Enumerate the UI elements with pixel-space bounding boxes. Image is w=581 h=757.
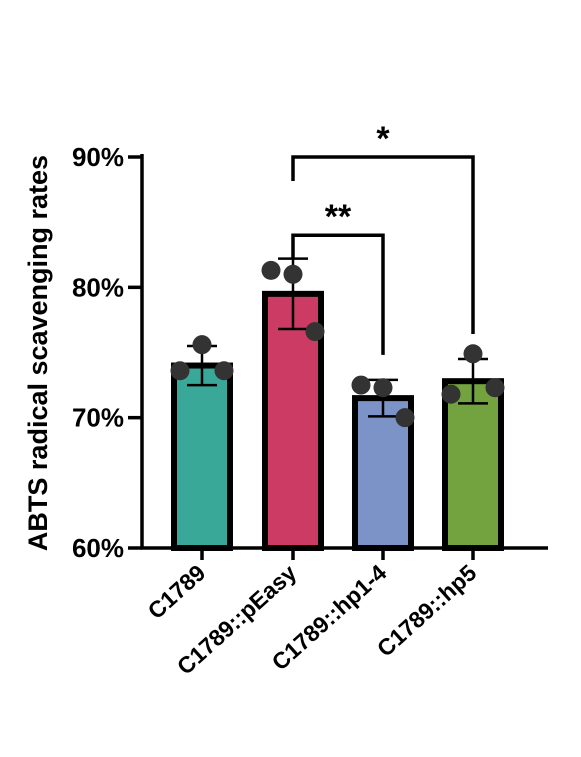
y-axis-label: ABTS radical scavenging rates xyxy=(23,155,53,551)
data-point xyxy=(283,264,303,284)
data-point xyxy=(261,260,281,280)
significance-bracket xyxy=(291,233,385,355)
data-point xyxy=(485,378,505,398)
significance-label: * xyxy=(376,120,390,158)
data-point xyxy=(170,361,190,381)
x-tick-label: C1789 xyxy=(143,559,211,624)
y-tick-label: 80% xyxy=(72,272,124,302)
y-tick-label: 70% xyxy=(72,403,124,433)
bar-4 xyxy=(442,378,504,551)
y-tick-label: 60% xyxy=(72,533,124,563)
significance-label: ** xyxy=(325,198,352,236)
significance-bracket xyxy=(291,155,475,335)
plot-area: 60%70%80%90%C1789C1789::pEasyC1789::hp1-… xyxy=(72,120,548,680)
data-point xyxy=(192,335,212,355)
data-point xyxy=(351,375,371,395)
y-tick-label: 90% xyxy=(72,142,124,172)
x-tick-label: C1789::hp5 xyxy=(372,559,482,661)
bar-1 xyxy=(171,362,233,551)
data-point xyxy=(463,344,483,364)
data-point xyxy=(395,408,415,428)
data-point xyxy=(373,378,393,398)
data-point xyxy=(441,384,461,404)
data-point xyxy=(305,322,325,342)
data-point xyxy=(214,361,234,381)
